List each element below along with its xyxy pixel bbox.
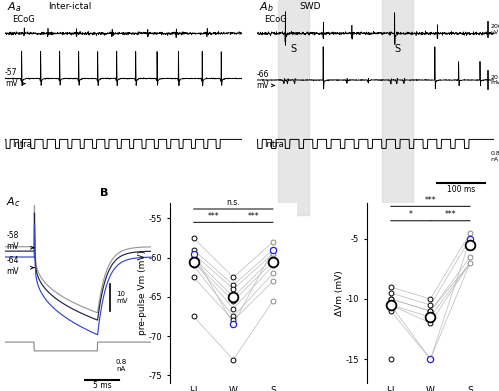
Text: 200
µV: 200 µV — [491, 24, 499, 35]
Y-axis label: ΔVm (mV): ΔVm (mV) — [335, 270, 344, 316]
Text: mV: mV — [256, 81, 269, 90]
Text: n.s.: n.s. — [227, 197, 240, 206]
Text: 20
mV: 20 mV — [491, 75, 499, 85]
Text: 100 ms: 100 ms — [447, 185, 475, 194]
Text: ***: *** — [208, 212, 219, 221]
Text: -64: -64 — [6, 256, 19, 265]
Text: -57: -57 — [5, 68, 17, 77]
Text: Inter-ictal: Inter-ictal — [48, 2, 91, 11]
Text: ***: *** — [248, 212, 259, 221]
Text: Intra: Intra — [264, 140, 283, 149]
Text: *: * — [409, 210, 413, 219]
Text: mV: mV — [6, 267, 19, 276]
Y-axis label: pre-pulse Vm (mV): pre-pulse Vm (mV) — [138, 251, 147, 335]
Text: ***: *** — [425, 196, 436, 204]
Text: $\mathit{A}_a$: $\mathit{A}_a$ — [7, 1, 22, 14]
Text: -66: -66 — [256, 70, 269, 79]
Text: mV: mV — [5, 79, 17, 88]
Text: 10
mV: 10 mV — [116, 291, 127, 304]
Text: $\mathit{A}_c$: $\mathit{A}_c$ — [6, 196, 21, 209]
Bar — [382, 0, 413, 215]
Text: B: B — [100, 188, 108, 198]
Text: 0.8
nA: 0.8 nA — [491, 151, 499, 162]
Text: ***: *** — [445, 210, 456, 219]
Text: SWD: SWD — [299, 2, 321, 11]
Text: S: S — [290, 44, 296, 54]
Text: 0.8
nA: 0.8 nA — [116, 359, 127, 371]
Text: Intra: Intra — [12, 140, 32, 149]
Text: -58: -58 — [6, 231, 19, 240]
Text: 5 ms: 5 ms — [93, 381, 111, 390]
Text: ECoG: ECoG — [264, 15, 286, 24]
Text: mV: mV — [6, 242, 19, 251]
Text: S: S — [395, 44, 401, 54]
Text: $\mathit{A}_b$: $\mathit{A}_b$ — [259, 1, 274, 14]
Text: ECoG: ECoG — [12, 15, 35, 24]
Bar — [278, 0, 309, 215]
